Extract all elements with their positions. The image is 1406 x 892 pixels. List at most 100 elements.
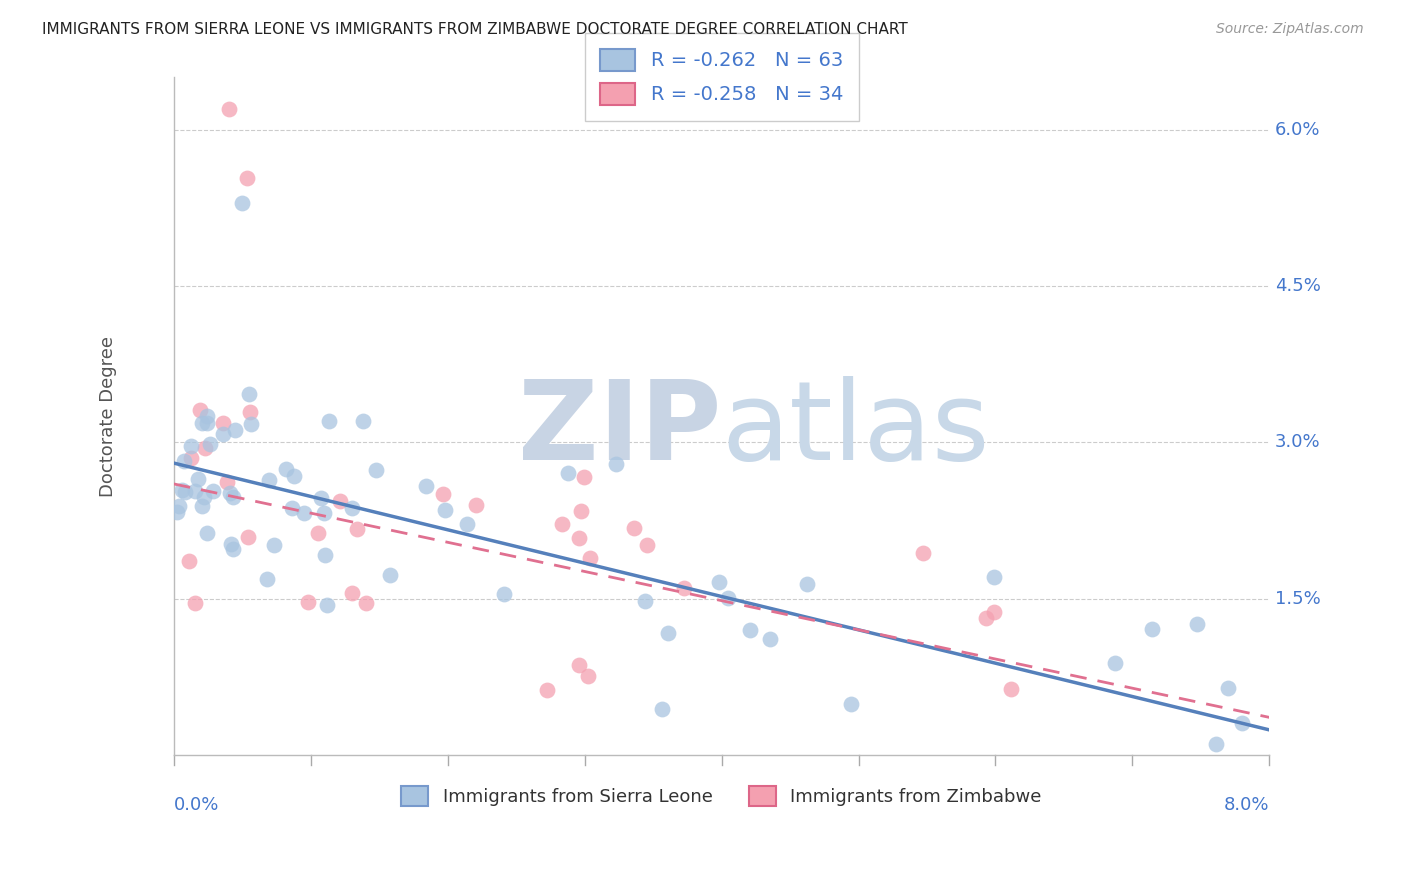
Text: 0.0%: 0.0% — [174, 796, 219, 814]
Point — [239, 405, 262, 419]
Point — [839, 698, 862, 712]
Point — [551, 516, 574, 531]
Point — [983, 570, 1005, 584]
Point — [187, 473, 209, 487]
Point — [318, 414, 340, 428]
Point — [184, 484, 207, 499]
Point — [1205, 738, 1227, 752]
Point — [605, 457, 627, 471]
Point — [378, 567, 401, 582]
Point — [219, 537, 242, 551]
Point — [180, 439, 202, 453]
Point — [1230, 716, 1253, 731]
Point — [190, 417, 212, 431]
Point — [170, 483, 193, 497]
Point — [231, 195, 253, 210]
Point — [354, 596, 377, 610]
Point — [212, 427, 235, 442]
Point — [568, 658, 591, 673]
Point — [212, 416, 235, 430]
Point — [576, 669, 599, 683]
Point — [432, 487, 454, 501]
Point — [657, 626, 679, 640]
Point — [200, 436, 222, 450]
Point — [195, 416, 218, 430]
Point — [219, 486, 242, 500]
Point — [193, 490, 215, 504]
Point — [218, 102, 240, 116]
Point — [569, 504, 592, 518]
Point — [796, 577, 818, 591]
Point — [579, 551, 602, 566]
Point — [190, 499, 212, 513]
Point — [224, 423, 246, 437]
Point — [557, 466, 579, 480]
Point — [434, 502, 457, 516]
Point — [465, 499, 488, 513]
Point — [312, 506, 335, 520]
Point — [222, 542, 245, 557]
Point — [184, 596, 207, 610]
Point — [634, 594, 657, 608]
Point — [281, 501, 304, 516]
Point — [292, 506, 315, 520]
Point — [215, 475, 238, 490]
Point — [623, 521, 645, 535]
Point — [1140, 622, 1163, 636]
Point — [194, 441, 217, 455]
Text: 6.0%: 6.0% — [1275, 120, 1320, 138]
Point — [364, 463, 387, 477]
Point — [188, 403, 211, 417]
Point — [976, 610, 998, 624]
Point — [651, 701, 673, 715]
Point — [201, 483, 224, 498]
Point — [179, 554, 201, 568]
Text: ZIP: ZIP — [519, 376, 721, 483]
Point — [1187, 617, 1209, 632]
Point — [672, 581, 695, 595]
Point — [257, 473, 280, 487]
Point — [456, 516, 478, 531]
Point — [352, 414, 374, 428]
Point — [239, 417, 262, 431]
Text: 8.0%: 8.0% — [1223, 796, 1270, 814]
Point — [568, 531, 591, 545]
Point — [707, 575, 730, 590]
Point — [342, 585, 364, 599]
Point — [173, 453, 195, 467]
Point — [636, 537, 658, 551]
Point — [536, 682, 558, 697]
Legend: Immigrants from Sierra Leone, Immigrants from Zimbabwe: Immigrants from Sierra Leone, Immigrants… — [394, 779, 1049, 814]
Text: 3.0%: 3.0% — [1275, 434, 1320, 451]
Point — [173, 485, 195, 500]
Point — [222, 490, 245, 504]
Point — [911, 546, 934, 560]
Point — [738, 624, 761, 638]
Point — [717, 591, 740, 606]
Point — [307, 526, 329, 541]
Text: 1.5%: 1.5% — [1275, 590, 1320, 607]
Text: IMMIGRANTS FROM SIERRA LEONE VS IMMIGRANTS FROM ZIMBABWE DOCTORATE DEGREE CORREL: IMMIGRANTS FROM SIERRA LEONE VS IMMIGRAN… — [42, 22, 908, 37]
Text: Source: ZipAtlas.com: Source: ZipAtlas.com — [1216, 22, 1364, 37]
Point — [256, 572, 278, 586]
Point — [1000, 681, 1022, 696]
Point — [274, 462, 297, 476]
Point — [314, 548, 336, 562]
Point — [236, 530, 259, 544]
Point — [166, 505, 188, 519]
Point — [309, 491, 332, 506]
Point — [346, 522, 368, 536]
Point — [329, 494, 352, 508]
Point — [494, 587, 516, 601]
Point — [180, 450, 202, 465]
Point — [759, 632, 782, 647]
Text: 4.5%: 4.5% — [1275, 277, 1320, 295]
Point — [297, 595, 319, 609]
Point — [263, 538, 285, 552]
Point — [195, 409, 218, 424]
Text: atlas: atlas — [721, 376, 990, 483]
Point — [983, 605, 1005, 619]
Text: Doctorate Degree: Doctorate Degree — [98, 335, 117, 497]
Point — [574, 469, 596, 483]
Point — [283, 469, 305, 483]
